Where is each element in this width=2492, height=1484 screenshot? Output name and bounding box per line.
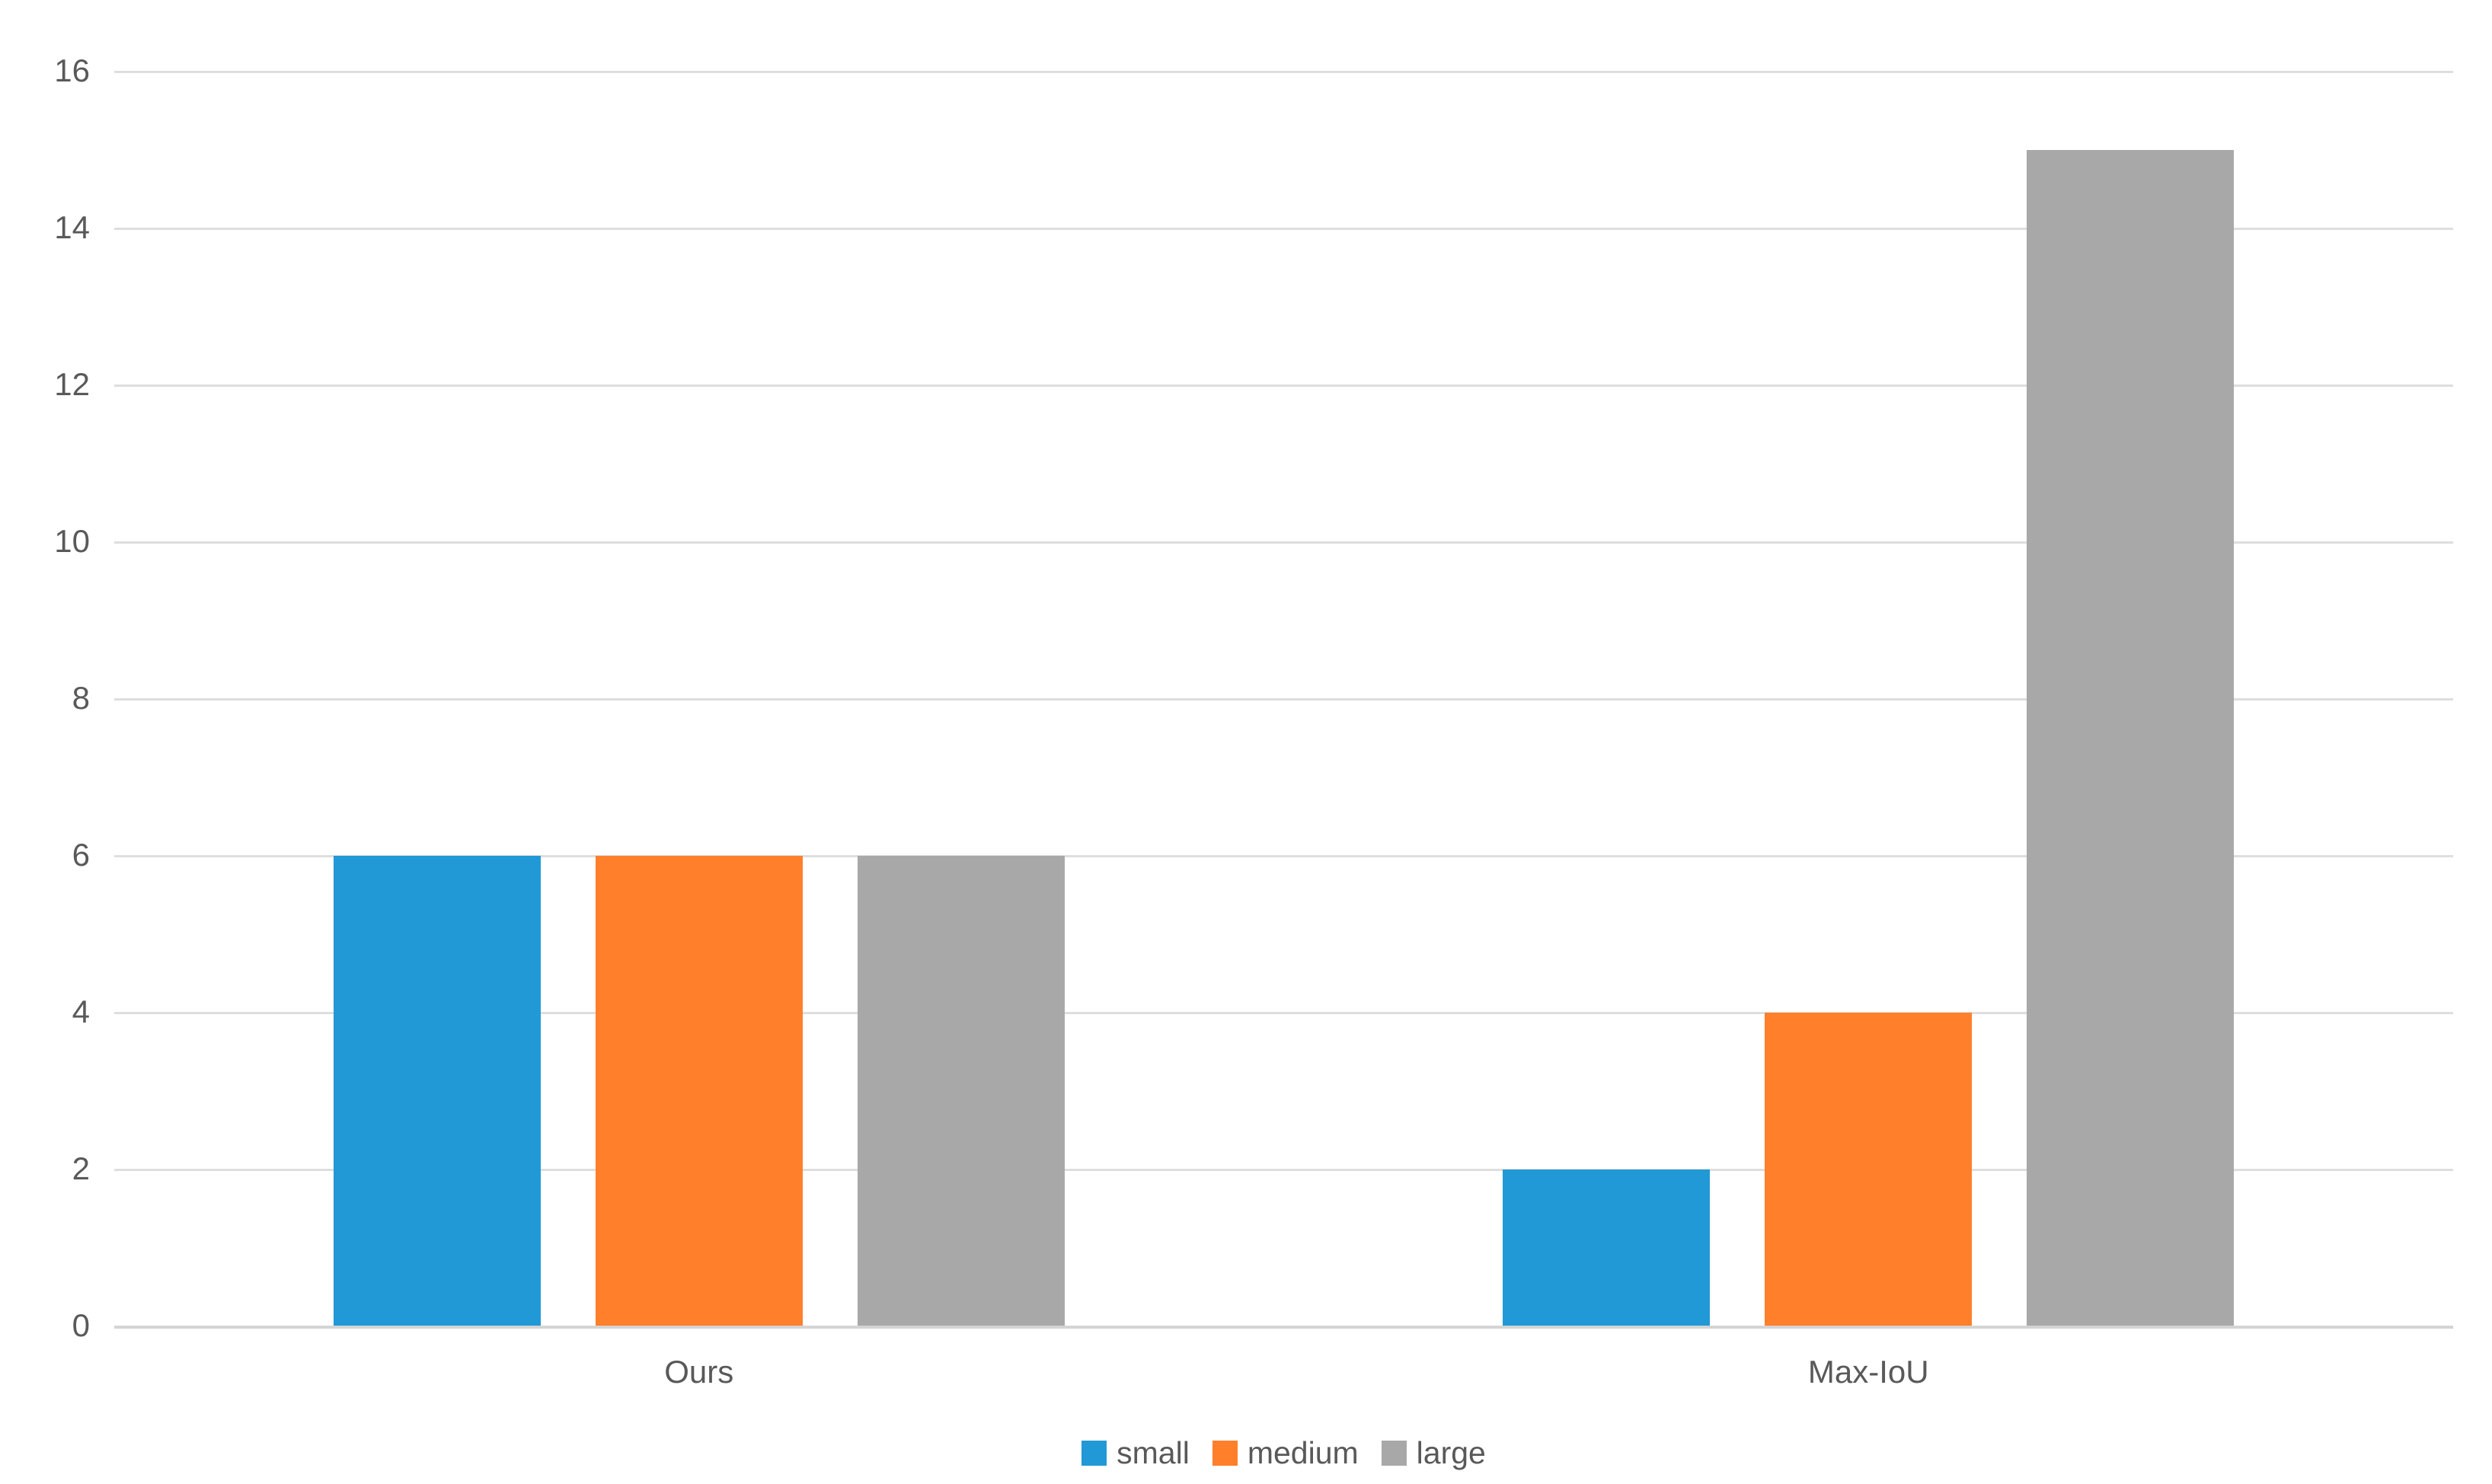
- gridline: [114, 385, 2453, 387]
- y-axis-tick-label: 16: [54, 53, 90, 89]
- y-axis-tick-label: 12: [54, 366, 90, 403]
- legend-item-medium: medium: [1212, 1438, 1359, 1469]
- gridline: [114, 855, 2453, 857]
- y-axis-tick-label: 14: [54, 209, 90, 246]
- bar-small-max-iou: [1503, 1170, 1711, 1326]
- gridline: [114, 71, 2453, 73]
- y-axis-tick-label: 10: [54, 523, 90, 560]
- y-axis-tick-label: 2: [72, 1150, 90, 1187]
- legend-swatch-icon: [1381, 1441, 1407, 1466]
- bar-medium-ours: [595, 856, 803, 1326]
- legend-label: large: [1416, 1435, 1486, 1470]
- gridline: [114, 541, 2453, 544]
- gridline: [114, 1169, 2453, 1171]
- y-axis-tick-label: 8: [72, 680, 90, 716]
- legend-label: small: [1117, 1435, 1190, 1470]
- bar-small-ours: [333, 856, 541, 1326]
- gridline: [114, 228, 2453, 230]
- legend-swatch-icon: [1081, 1441, 1107, 1466]
- legend-label: medium: [1247, 1435, 1359, 1470]
- x-axis-category-label: Max-IoU: [1807, 1354, 1929, 1390]
- bar-large-ours: [857, 856, 1065, 1326]
- bar-medium-max-iou: [1765, 1013, 1973, 1326]
- legend-swatch-icon: [1212, 1441, 1238, 1466]
- legend-item-small: small: [1081, 1438, 1190, 1469]
- legend-item-large: large: [1381, 1435, 1486, 1470]
- y-axis-tick-label: 4: [72, 994, 90, 1030]
- y-axis-tick-label: 6: [72, 837, 90, 873]
- gridline: [114, 1012, 2453, 1014]
- bar-large-max-iou: [2027, 150, 2235, 1326]
- y-axis-tick-label: 0: [72, 1307, 90, 1344]
- x-axis-line: [114, 1326, 2453, 1329]
- legend: small medium large: [114, 1438, 2453, 1469]
- x-axis-category-label: Ours: [664, 1354, 734, 1390]
- gridline: [114, 698, 2453, 701]
